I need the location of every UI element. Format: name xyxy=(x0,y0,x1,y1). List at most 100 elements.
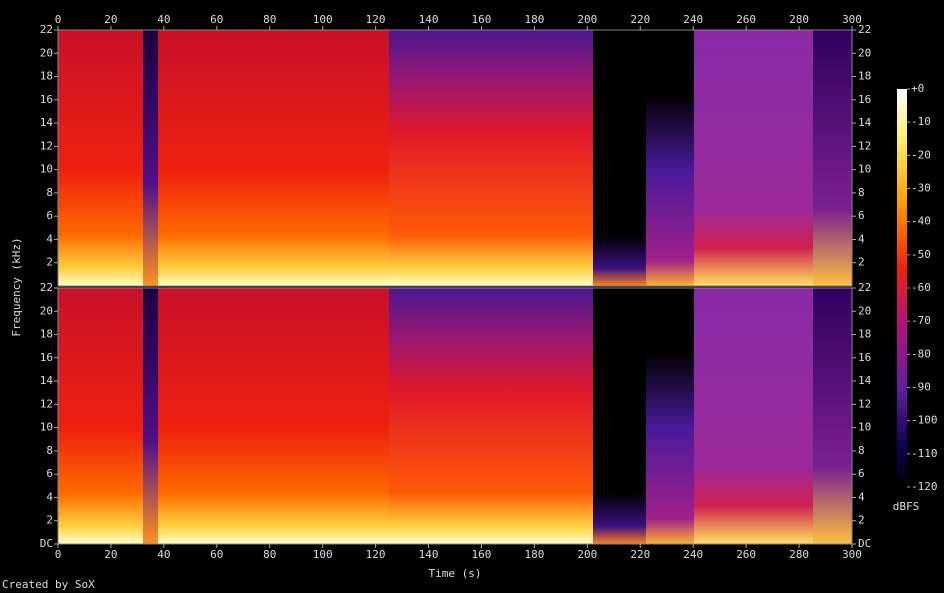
x-tick-label: 140 xyxy=(419,13,439,26)
y-tick-label: 2 xyxy=(46,514,53,527)
x-tick-label: 0 xyxy=(55,548,62,561)
colorbar-tick-label: -30 xyxy=(911,182,931,195)
y-tick-label: 10 xyxy=(40,421,53,434)
colorbar-tick-label: -10 xyxy=(911,115,931,128)
x-tick-label: 240 xyxy=(683,13,703,26)
y-tick-label: 6 xyxy=(46,209,53,222)
y-tick-label: 18 xyxy=(858,328,871,341)
y-tick-label: 22 xyxy=(40,23,53,36)
colorbar-tick-label: -110 xyxy=(911,447,938,460)
footer: Created by SoX xyxy=(2,578,95,591)
colorbar-tick-label: -20 xyxy=(911,148,931,161)
y-tick-label: 4 xyxy=(46,232,53,245)
x-tick-label: 20 xyxy=(104,548,117,561)
y-tick-label: 12 xyxy=(40,139,53,152)
y-tick-label: 18 xyxy=(858,70,871,83)
y-tick-label: 22 xyxy=(40,281,53,294)
y-tick-label: 2 xyxy=(858,514,865,527)
spectrogram-image xyxy=(58,30,852,544)
y-tick-label: 14 xyxy=(858,374,872,387)
x-tick-label: 180 xyxy=(524,13,544,26)
x-tick-label: 160 xyxy=(472,548,492,561)
y-tick-label: 16 xyxy=(858,351,871,364)
y-tick-label: 18 xyxy=(40,328,53,341)
y-tick-label: 6 xyxy=(858,209,865,222)
y-tick-label: 8 xyxy=(46,444,53,457)
colorbar-tick-label: -80 xyxy=(911,347,931,360)
colorbar xyxy=(897,89,907,487)
x-tick-label: 80 xyxy=(263,13,276,26)
y-tick-label: 12 xyxy=(858,139,871,152)
x-tick-label: 120 xyxy=(366,548,386,561)
y-tick-label: 16 xyxy=(40,93,53,106)
colorbar-tick-label: -50 xyxy=(911,248,931,261)
y-tick-label: 4 xyxy=(46,490,53,503)
x-tick-label: 260 xyxy=(736,13,756,26)
x-tick-label: 280 xyxy=(789,548,809,561)
x-tick-label: 240 xyxy=(683,548,703,561)
x-tick-label: 260 xyxy=(736,548,756,561)
x-tick-label: 40 xyxy=(157,548,170,561)
y-tick-label: 16 xyxy=(858,93,871,106)
colorbar-tick-label: -90 xyxy=(911,381,931,394)
x-tick-label: 100 xyxy=(313,548,333,561)
y-tick-label: 2 xyxy=(858,256,865,269)
y-tick-label: 22 xyxy=(858,23,871,36)
y-tick-label: 14 xyxy=(40,116,54,129)
x-tick-label: 100 xyxy=(313,13,333,26)
colorbar-tick-label: -40 xyxy=(911,215,931,228)
y-tick-label: 20 xyxy=(858,46,871,59)
y-tick-label: 4 xyxy=(858,232,865,245)
y-tick-label: 22 xyxy=(858,281,871,294)
colorbar-label: dBFS xyxy=(893,500,920,513)
y-tick-label: 6 xyxy=(46,467,53,480)
x-axis-label: Time (s) xyxy=(429,567,482,580)
colorbar-tick-label: -100 xyxy=(911,414,938,427)
x-tick-label: 180 xyxy=(524,548,544,561)
y-tick-label: 14 xyxy=(40,374,54,387)
y-tick-label: 6 xyxy=(858,467,865,480)
y-tick-label: 12 xyxy=(40,397,53,410)
y-tick-label: DC xyxy=(858,537,871,550)
y-tick-label: 10 xyxy=(858,163,871,176)
x-tick-label: 140 xyxy=(419,548,439,561)
y-tick-label: 14 xyxy=(858,116,872,129)
x-tick-label: 200 xyxy=(577,13,597,26)
x-tick-label: 60 xyxy=(210,13,223,26)
y-tick-label: 20 xyxy=(40,304,53,317)
colorbar-tick-label: -120 xyxy=(911,480,938,493)
x-tick-label: 0 xyxy=(55,13,62,26)
x-tick-label: 300 xyxy=(842,13,862,26)
x-tick-label: 40 xyxy=(157,13,170,26)
x-tick-label: 60 xyxy=(210,548,223,561)
y-tick-label: 20 xyxy=(40,46,53,59)
x-tick-label: 80 xyxy=(263,548,276,561)
x-tick-label: 160 xyxy=(472,13,492,26)
y-tick-label: 4 xyxy=(858,490,865,503)
y-tick-label: 18 xyxy=(40,70,53,83)
y-tick-label: 16 xyxy=(40,351,53,364)
x-tick-label: 220 xyxy=(630,13,650,26)
plot-frame xyxy=(57,287,853,545)
y-tick-label: 8 xyxy=(46,186,53,199)
colorbar-tick-label: -60 xyxy=(911,281,931,294)
y-tick-label: 8 xyxy=(858,444,865,457)
x-tick-label: 200 xyxy=(577,548,597,561)
y-tick-label: 2 xyxy=(46,256,53,269)
x-tick-label: 300 xyxy=(842,548,862,561)
colorbar-tick-label: -70 xyxy=(911,314,931,327)
y-tick-label: 8 xyxy=(858,186,865,199)
colorbar-tick-label: +0 xyxy=(911,82,924,95)
x-tick-label: 20 xyxy=(104,13,117,26)
y-tick-label: 10 xyxy=(858,421,871,434)
y-tick-label: 20 xyxy=(858,304,871,317)
plot-frame xyxy=(57,29,853,287)
x-tick-label: 120 xyxy=(366,13,386,26)
y-axis-label: Frequency (kHz) xyxy=(10,237,23,336)
x-tick-label: 280 xyxy=(789,13,809,26)
y-tick-label: DC xyxy=(40,537,53,550)
y-tick-label: 10 xyxy=(40,163,53,176)
x-tick-label: 220 xyxy=(630,548,650,561)
y-tick-label: 12 xyxy=(858,397,871,410)
